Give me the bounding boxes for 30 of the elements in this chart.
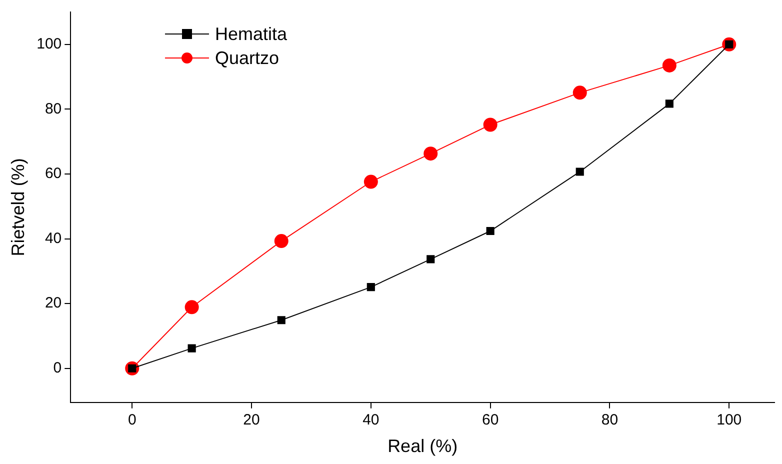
y-axis-title: Rietveld (%) xyxy=(8,158,28,256)
point xyxy=(426,255,435,264)
point xyxy=(277,316,286,324)
point xyxy=(662,58,676,72)
x-tick-label: 20 xyxy=(243,412,260,429)
y-tick-label: 20 xyxy=(44,294,62,312)
x-tick-label: 40 xyxy=(362,412,380,429)
point xyxy=(184,300,199,314)
x-tick-label: 60 xyxy=(482,412,499,429)
legend-label: Quartzo xyxy=(215,48,280,68)
y-tick-label: 100 xyxy=(36,36,62,53)
y-tick-label: 60 xyxy=(44,165,62,182)
point xyxy=(665,100,674,108)
x-tick-label: 100 xyxy=(716,412,742,429)
point xyxy=(366,283,375,292)
y-tick-label: 40 xyxy=(44,230,62,247)
y-tick-label: 0 xyxy=(53,360,62,377)
point xyxy=(424,146,438,161)
legend-label: Hematita xyxy=(215,24,288,44)
point xyxy=(483,118,498,132)
point xyxy=(572,86,587,100)
y-tick-label: 80 xyxy=(44,100,62,118)
point xyxy=(486,226,494,236)
point xyxy=(188,344,196,352)
point xyxy=(274,234,288,248)
point xyxy=(576,168,584,176)
point xyxy=(364,174,378,189)
x-tick-label: 0 xyxy=(128,412,136,429)
x-tick-label: 80 xyxy=(601,412,618,429)
x-axis-title: Real (%) xyxy=(388,436,458,456)
